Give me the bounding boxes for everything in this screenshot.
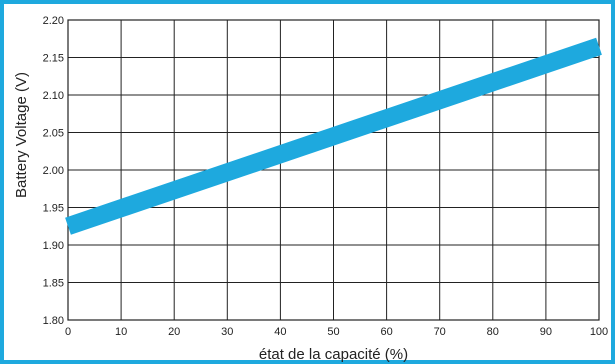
y-tick-label: 1.95 bbox=[43, 203, 64, 215]
plot-area bbox=[67, 19, 600, 321]
y-tick-label: 2.15 bbox=[43, 53, 64, 65]
x-axis-label: état de la capacité (%) bbox=[259, 346, 408, 363]
x-axis-ticks: 0 10 20 30 40 50 60 70 80 90 100 bbox=[65, 326, 608, 338]
x-tick-label: 40 bbox=[274, 326, 286, 338]
x-tick-label: 10 bbox=[115, 326, 127, 338]
y-tick-label: 2.20 bbox=[43, 15, 64, 27]
voltage-series-line bbox=[65, 37, 602, 235]
x-tick-label: 50 bbox=[327, 326, 339, 338]
x-tick-label: 80 bbox=[487, 326, 499, 338]
x-tick-label: 30 bbox=[221, 326, 233, 338]
y-tick-label: 2.00 bbox=[43, 165, 64, 177]
plot-border bbox=[67, 19, 600, 321]
y-axis-label: Battery Voltage (V) bbox=[13, 72, 30, 198]
y-tick-label: 1.80 bbox=[43, 315, 64, 327]
x-tick-label: 60 bbox=[380, 326, 392, 338]
y-tick-label: 1.90 bbox=[43, 240, 64, 252]
y-tick-label: 1.85 bbox=[43, 278, 64, 290]
y-axis-ticks: 1.80 1.85 1.90 1.95 2.00 2.05 2.10 2.15 2.20 bbox=[43, 15, 64, 327]
x-tick-label: 90 bbox=[540, 326, 552, 338]
y-tick-label: 2.05 bbox=[43, 128, 64, 140]
x-tick-label: 20 bbox=[168, 326, 180, 338]
x-tick-label: 0 bbox=[65, 326, 71, 338]
x-tick-label: 100 bbox=[590, 326, 608, 338]
y-tick-label: 2.10 bbox=[43, 90, 64, 102]
series-group bbox=[65, 37, 602, 235]
x-tick-label: 70 bbox=[434, 326, 446, 338]
